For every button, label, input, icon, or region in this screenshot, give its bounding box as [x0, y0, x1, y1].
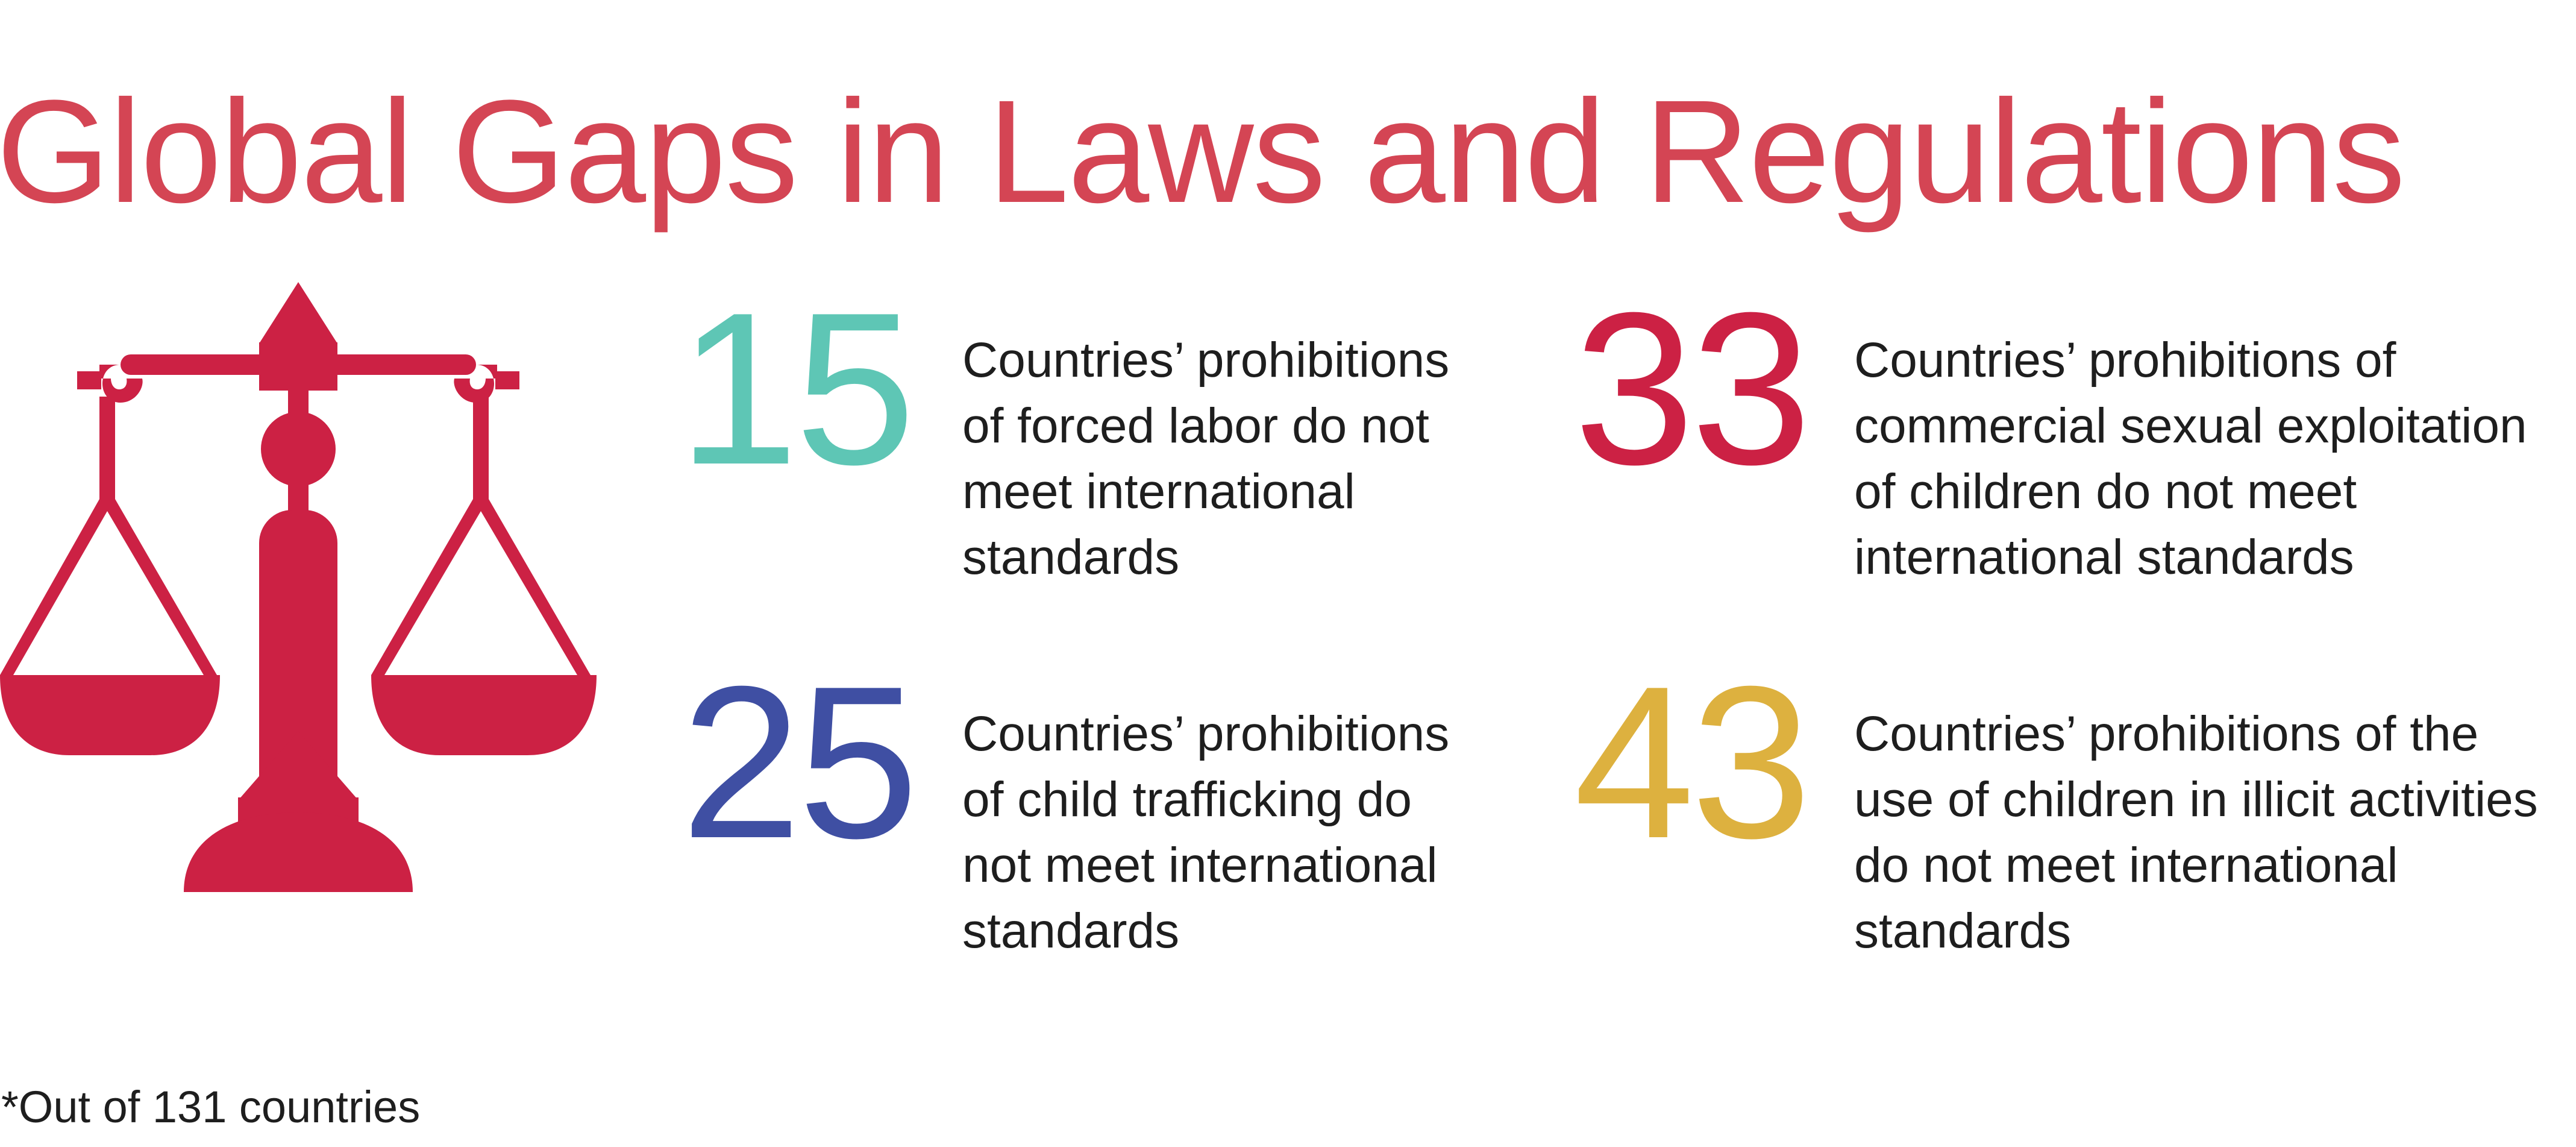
stat-description-forced-labor: Countries’ prohibitions of forced labor … [962, 333, 1450, 585]
stat-value-illicit-activities: 43 [1574, 641, 1811, 884]
footnote: *Out of 131 countries [1, 1082, 421, 1132]
stat-description-illicit-activities: Countries’ prohibitions of the use of ch… [1854, 706, 2538, 958]
scales-of-justice-icon [0, 282, 597, 892]
stat-value-commercial-sexual-exploitation: 33 [1574, 268, 1811, 510]
page-title: Global Gaps in Laws and Regulations [0, 70, 2405, 233]
stat-value-forced-labor: 15 [678, 268, 915, 510]
stat-description-commercial-sexual-exploitation: Countries’ prohibitions of commercial se… [1854, 333, 2527, 585]
stat-description-child-trafficking: Countries’ prohibitions of child traffic… [962, 706, 1450, 958]
stat-value-child-trafficking: 25 [681, 641, 918, 884]
